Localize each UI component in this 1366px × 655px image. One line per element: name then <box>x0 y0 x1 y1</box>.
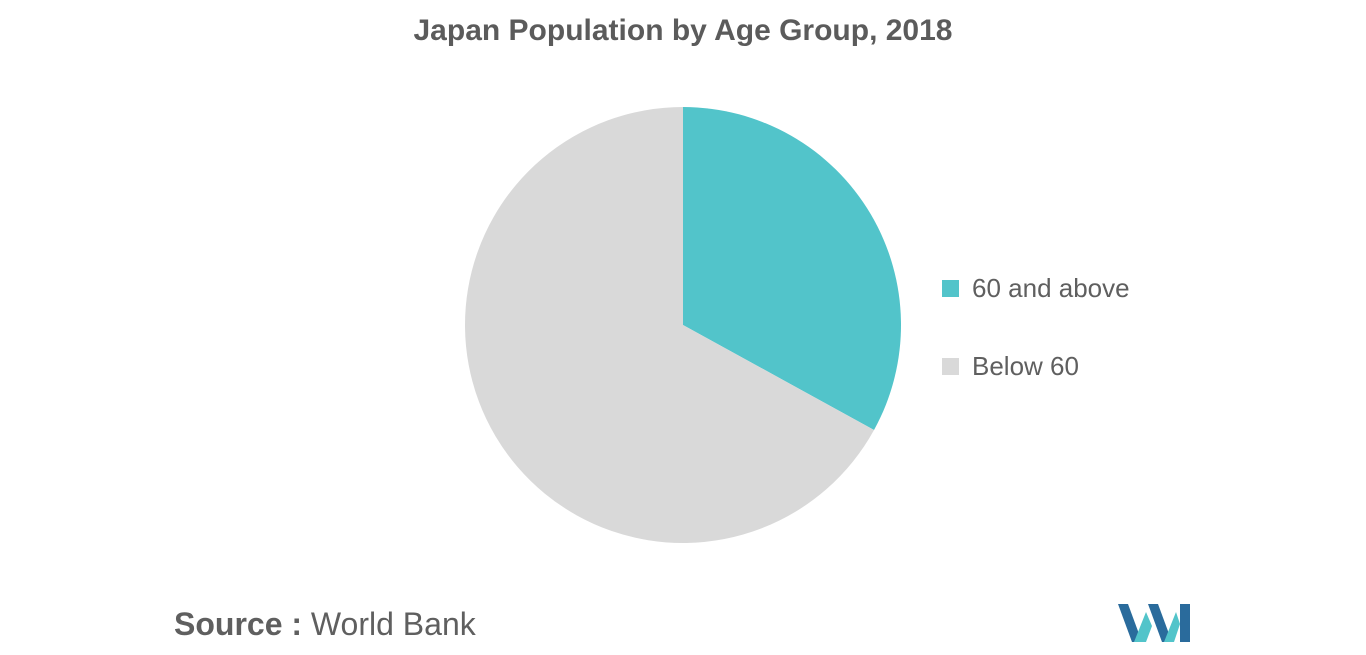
pie-slice-60-and-above <box>683 107 901 431</box>
pie-slices <box>465 107 901 543</box>
chart-legend: 60 and above Below 60 <box>942 270 1130 426</box>
legend-label-below-60: Below 60 <box>972 350 1079 381</box>
chart-title: Japan Population by Age Group, 2018 <box>413 14 953 47</box>
logo-left-stroke <box>1118 604 1142 642</box>
source-text: World Bank <box>310 606 476 642</box>
legend-item-below-60: Below 60 <box>942 348 1130 384</box>
legend-label-60-and-above: 60 and above <box>972 272 1130 303</box>
legend-item-60-and-above: 60 and above <box>942 270 1130 306</box>
logo-middle-stroke <box>1148 604 1172 642</box>
logo-left-slant <box>1134 612 1152 642</box>
legend-swatch-60-and-above <box>942 279 959 297</box>
logo-right-bar <box>1180 604 1190 642</box>
source-label: Source : <box>174 606 303 642</box>
pie-slice-below-60 <box>465 107 875 543</box>
logo-right-slant <box>1164 612 1180 642</box>
mordor-intelligence-logo-icon <box>1118 604 1190 642</box>
source-note: Source : World Bank <box>174 606 476 643</box>
legend-swatch-below-60 <box>942 357 959 375</box>
